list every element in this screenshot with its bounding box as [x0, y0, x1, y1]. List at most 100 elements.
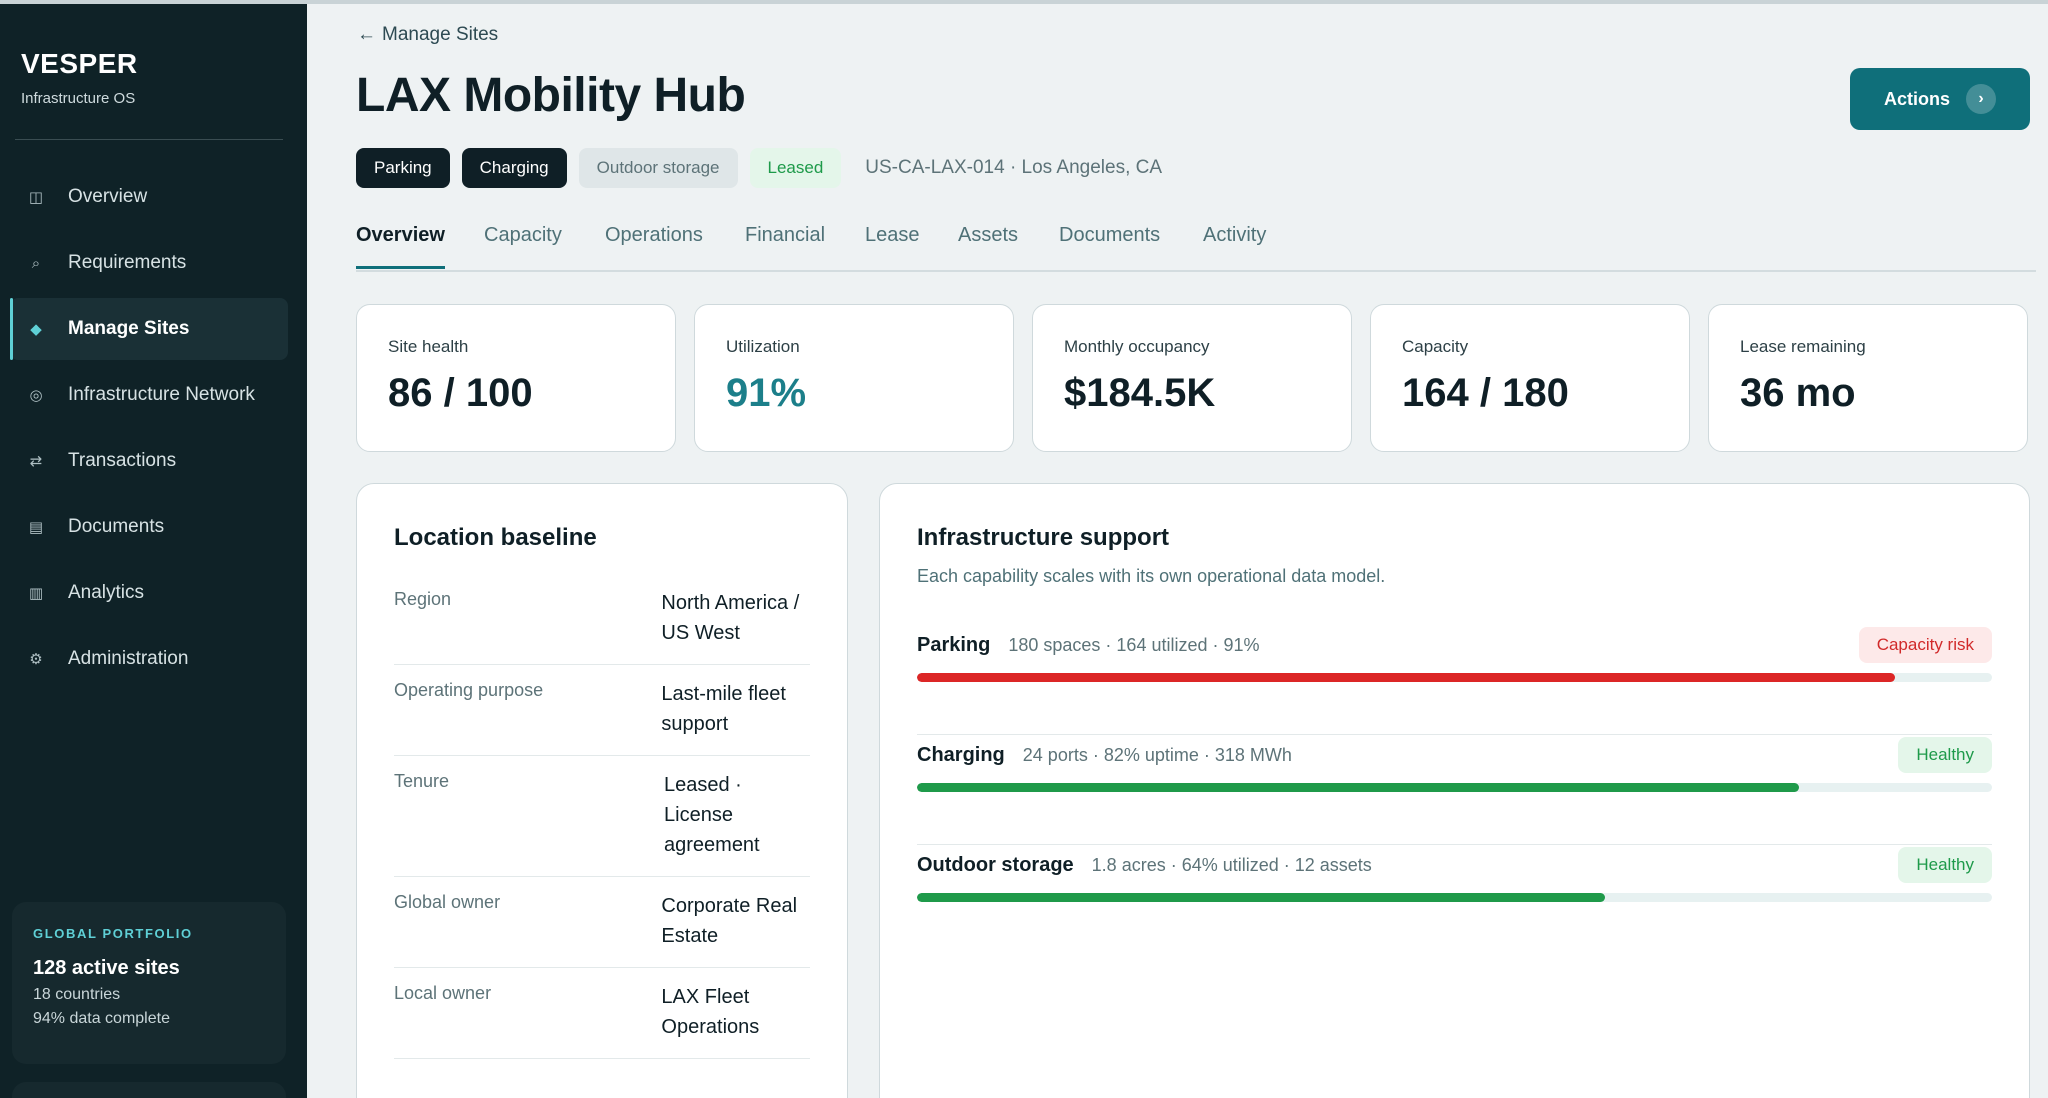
brand-logo: VESPER: [21, 48, 138, 79]
row-key: Region: [394, 589, 452, 609]
sidebar-item-manage-sites[interactable]: ◆ Manage Sites: [10, 298, 288, 360]
tag-parking: Parking: [356, 148, 450, 188]
main-content: ← Manage Sites LAX Mobility Hub Actions …: [307, 4, 2048, 1098]
sidebar-item-label: Analytics: [68, 582, 145, 603]
capability-list: Parking 180 spaces · 164 utilized · 91% …: [917, 625, 1992, 955]
window-top-border: [0, 0, 2048, 4]
transfer-icon: ⇄: [29, 453, 43, 470]
kpi-value: 36 mo: [1740, 371, 1856, 415]
status-badge: Healthy: [1898, 737, 1992, 773]
tab-capacity[interactable]: Capacity: [484, 224, 562, 246]
tab-documents[interactable]: Documents: [1059, 224, 1161, 246]
sidebar-item-administration[interactable]: ⚙ Administration: [10, 628, 288, 690]
kpi-label: Lease remaining: [1740, 337, 1866, 356]
sidebar-item-overview[interactable]: ◫ Overview: [10, 166, 288, 228]
infrastructure-support-card: Infrastructure support Each capability s…: [879, 483, 2030, 1098]
location-rows: Region North America / US West Operating…: [394, 574, 810, 1059]
kpi-value: 164 / 180: [1402, 371, 1569, 415]
page-title: LAX Mobility Hub: [356, 69, 746, 122]
network-icon: ◎: [29, 387, 43, 404]
kpi-value: 91%: [726, 371, 807, 415]
tag-leased: Leased: [749, 148, 842, 188]
capability-meta: 1.8 acres · 64% utilized · 12 assets: [1091, 854, 1372, 875]
kpi-capacity: Capacity 164 / 180: [1370, 304, 1690, 452]
capability-meta: 24 ports · 82% uptime · 318 MWh: [1022, 744, 1292, 765]
overview-icon: ◫: [28, 189, 44, 206]
document-icon: ▤: [28, 519, 44, 536]
row-value: Corporate Real Estate: [661, 895, 798, 947]
kpi-monthly-occupancy: Monthly occupancy $184.5K: [1032, 304, 1352, 452]
tab-assets[interactable]: Assets: [958, 224, 1019, 246]
card-title: Infrastructure support: [917, 524, 1170, 551]
portfolio-label: GLOBAL PORTFOLIO: [33, 926, 193, 941]
tab-overview[interactable]: Overview: [356, 224, 445, 269]
kpi-label: Site health: [388, 337, 469, 356]
arrow-left-icon: ←: [357, 24, 376, 45]
site-tags: Parking Charging Outdoor storage Leased …: [356, 148, 1162, 188]
progress-track: [917, 783, 1992, 792]
analytics-icon: ▥: [28, 585, 44, 602]
global-portfolio-card: GLOBAL PORTFOLIO 128 active sites 18 cou…: [12, 902, 286, 1064]
location-row-tenure: Tenure Leased · License agreement: [394, 756, 810, 877]
row-value: LAX Fleet Operations: [661, 986, 760, 1038]
sidebar-item-analytics[interactable]: ▥ Analytics: [10, 562, 288, 624]
sidebar-item-label: Documents: [68, 516, 165, 537]
row-key: Operating purpose: [394, 680, 544, 700]
gear-icon: ⚙: [29, 651, 43, 668]
portfolio-active-sites: 128 active sites: [33, 957, 180, 979]
tab-activity[interactable]: Activity: [1203, 224, 1267, 246]
progress-fill: [917, 783, 1799, 792]
actions-button-label: Actions: [1883, 88, 1950, 109]
kpi-label: Utilization: [726, 337, 800, 356]
tab-bar: Overview Capacity Operations Financial L…: [356, 218, 2036, 272]
progress-track: [917, 893, 1992, 902]
capability-parking: Parking 180 spaces · 164 utilized · 91% …: [917, 625, 1992, 735]
tab-lease[interactable]: Lease: [865, 224, 920, 246]
progress-track: [917, 673, 1992, 682]
chevron-right-icon: ›: [1966, 84, 1996, 114]
portfolio-data-complete: 94% data complete: [33, 1010, 170, 1027]
row-value: Leased · License agreement: [664, 774, 760, 856]
row-key: Tenure: [394, 771, 450, 791]
kpi-label: Capacity: [1402, 337, 1469, 356]
kpi-lease-remaining: Lease remaining 36 mo: [1708, 304, 2028, 452]
capability-name: Parking: [917, 633, 991, 656]
status-badge: Healthy: [1898, 847, 1992, 883]
progress-fill: [917, 673, 1896, 682]
sidebar-item-label: Administration: [68, 648, 189, 669]
kpi-site-health: Site health 86 / 100: [356, 304, 676, 452]
kpi-value: $184.5K: [1064, 371, 1216, 415]
sidebar-item-label: Manage Sites: [68, 318, 190, 339]
tab-operations[interactable]: Operations: [605, 224, 703, 246]
back-link-label: Manage Sites: [382, 24, 499, 45]
sidebar: VESPER Infrastructure OS ◫ Overview ⌕ Re…: [0, 4, 307, 1098]
capability-name: Charging: [917, 743, 1005, 766]
row-key: Global owner: [394, 892, 501, 912]
sidebar-item-infrastructure-network[interactable]: ◎ Infrastructure Network: [10, 364, 288, 426]
site-id-location: US-CA-LAX-014 · Los Angeles, CA: [865, 157, 1163, 178]
capability-header: Outdoor storage 1.8 acres · 64% utilized…: [917, 845, 1992, 885]
capability-meta: 180 spaces · 164 utilized · 91%: [1008, 634, 1260, 655]
sidebar-item-label: Overview: [68, 186, 148, 207]
sidebar-user-card[interactable]: [12, 1082, 286, 1098]
portfolio-countries: 18 countries: [33, 986, 121, 1003]
kpi-utilization: Utilization 91%: [694, 304, 1014, 452]
diamond-icon: ◆: [30, 321, 42, 338]
capability-header: Charging 24 ports · 82% uptime · 318 MWh: [917, 735, 1992, 775]
progress-fill: [917, 893, 1605, 902]
kpi-value: 86 / 100: [388, 371, 533, 415]
row-key: Local owner: [394, 983, 492, 1003]
capability-header: Parking 180 spaces · 164 utilized · 91%: [917, 625, 1992, 665]
row-value: Last-mile fleet support: [661, 683, 786, 735]
sidebar-item-requirements[interactable]: ⌕ Requirements: [10, 232, 288, 294]
capability-outdoor-storage: Outdoor storage 1.8 acres · 64% utilized…: [917, 845, 1992, 955]
tag-charging: Charging: [461, 148, 567, 188]
location-row-local-owner: Local owner LAX Fleet Operations: [394, 968, 810, 1059]
sidebar-item-transactions[interactable]: ⇄ Transactions: [10, 430, 288, 492]
sidebar-divider: [15, 139, 283, 140]
actions-button[interactable]: Actions ›: [1850, 68, 2030, 130]
back-link[interactable]: ← Manage Sites: [357, 24, 498, 46]
tab-financial[interactable]: Financial: [745, 224, 826, 246]
sidebar-item-documents[interactable]: ▤ Documents: [10, 496, 288, 558]
sidebar-item-label: Requirements: [68, 252, 187, 273]
